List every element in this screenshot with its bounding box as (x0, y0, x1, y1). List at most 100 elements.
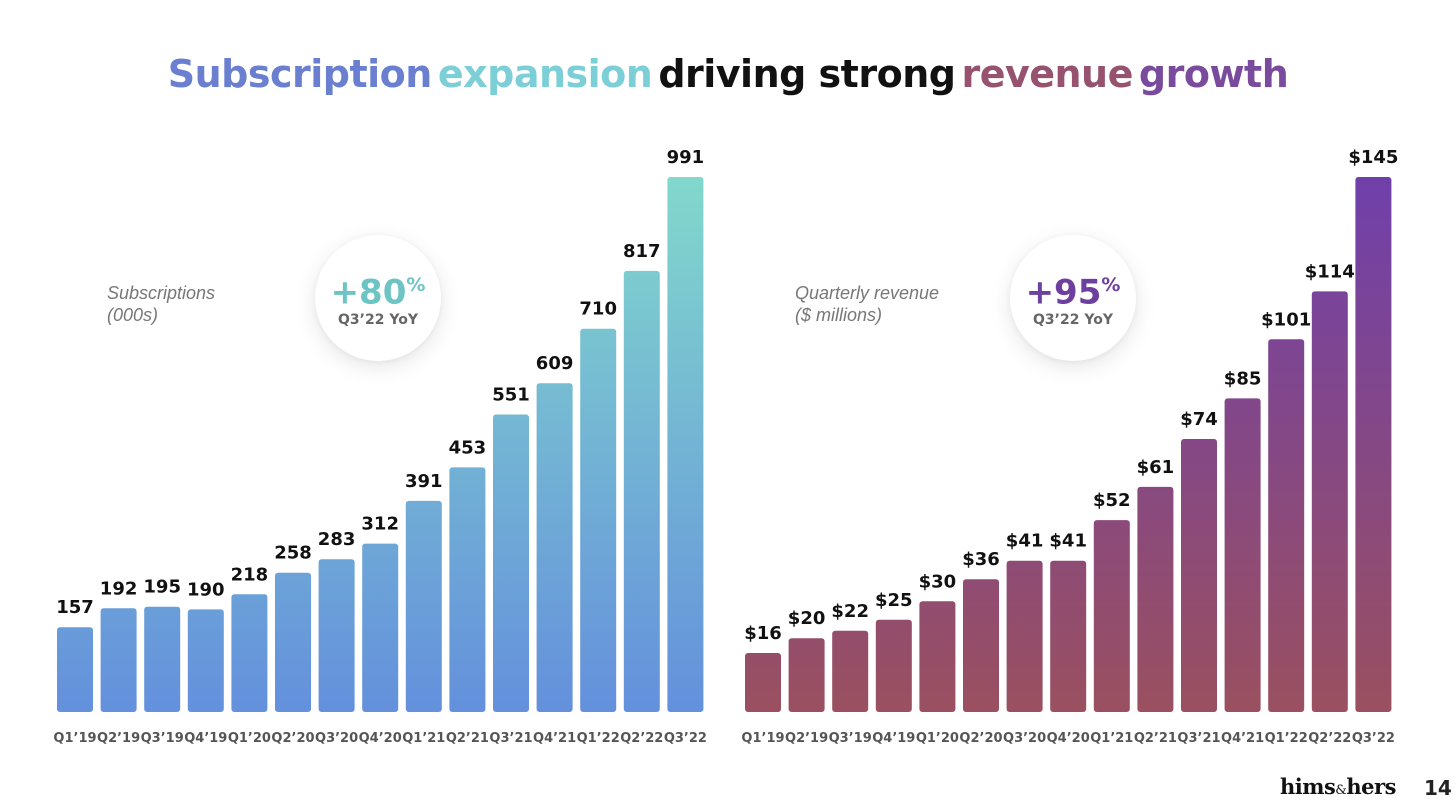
rev-value-label: $25 (875, 590, 913, 611)
subs-value-label: 391 (405, 471, 443, 492)
rev-value-label: $145 (1348, 147, 1398, 168)
rev-bar (1137, 486, 1174, 712)
logo-hims: hims (1280, 774, 1336, 799)
rev-category-label: Q1’21 (1090, 731, 1133, 746)
subs-bar (623, 270, 660, 712)
subs-bar (667, 177, 704, 712)
subs-value-label: 453 (449, 437, 487, 458)
rev-category-label: Q1’19 (741, 731, 784, 746)
rev-category-label: Q4’20 (1047, 731, 1090, 746)
revenue-axis-label: Quarterly revenue ($ millions) (795, 282, 939, 326)
subs-category-label: Q4’21 (533, 731, 576, 746)
rev-bar (1224, 398, 1261, 712)
subs-value-label: 258 (274, 543, 312, 564)
rev-value-label: $20 (788, 608, 826, 629)
subscriptions-growth-percent: % (406, 274, 426, 296)
logo-ampersand: & (1335, 783, 1347, 798)
rev-value-label: $36 (962, 549, 1000, 570)
revenue-growth-value: +95% (1010, 267, 1136, 310)
subs-category-label: Q1’19 (53, 731, 96, 746)
rev-category-label: Q3’21 (1177, 731, 1220, 746)
rev-bar (832, 630, 869, 712)
rev-value-label: $41 (1049, 531, 1087, 552)
subs-bar (100, 608, 137, 712)
revenue-growth-period: Q3’22 YoY (1033, 312, 1113, 329)
rev-value-label: $41 (1006, 531, 1044, 552)
subs-category-label: Q4’20 (359, 731, 402, 746)
rev-value-label: $22 (831, 601, 869, 622)
subscriptions-growth-number: +80 (330, 272, 407, 313)
subs-value-label: 817 (623, 241, 661, 262)
subs-category-label: Q2’19 (97, 731, 140, 746)
rev-value-label: $114 (1305, 261, 1355, 282)
rev-value-label: $16 (744, 623, 782, 644)
rev-value-label: $101 (1261, 309, 1311, 330)
subs-value-label: 192 (100, 578, 138, 599)
rev-category-label: Q2’19 (785, 731, 828, 746)
subs-bar (405, 500, 442, 712)
subs-category-label: Q1’20 (228, 731, 271, 746)
subs-category-label: Q3’22 (664, 731, 707, 746)
subscriptions-growth-badge: +80% Q3’22 YoY (315, 235, 441, 361)
subs-bar-chart: 157 Q1’19 192 Q2’19 195 Q3’19 190 Q4’19 218 Q1’20… (53, 147, 707, 746)
subs-category-label: Q4’19 (184, 731, 227, 746)
title-word-expansion: expansion (437, 52, 653, 96)
rev-bar (1181, 439, 1217, 712)
subs-bar (187, 609, 224, 712)
subs-value-label: 312 (361, 514, 399, 535)
subs-value-label: 551 (492, 385, 530, 406)
subs-bar (231, 594, 268, 712)
rev-bar (919, 601, 956, 712)
rev-category-label: Q4’21 (1221, 731, 1264, 746)
rev-bar-chart: $16 Q1’19 $20 Q2’19 $22 Q3’19 $25 Q4’19 $30 Q1’20… (741, 147, 1398, 746)
rev-category-label: Q2’22 (1308, 731, 1351, 746)
rev-category-label: Q1’20 (916, 731, 959, 746)
title-word-subscription: Subscription (167, 52, 433, 96)
logo-hers: hers (1346, 774, 1396, 799)
subs-category-label: Q2’21 (446, 731, 489, 746)
revenue-growth-number: +95 (1025, 272, 1102, 313)
rev-bar (788, 638, 825, 712)
hims-hers-logo: hims&hers (1280, 774, 1396, 799)
subs-value-label: 283 (318, 529, 356, 550)
rev-category-label: Q4’19 (872, 731, 915, 746)
rev-bar (1355, 177, 1392, 712)
subs-category-label: Q1’22 (577, 731, 620, 746)
rev-value-label: $30 (919, 571, 957, 592)
subs-value-label: 218 (231, 564, 269, 585)
subs-value-label: 609 (536, 353, 574, 374)
rev-bar (1050, 560, 1087, 712)
rev-bar (1093, 520, 1130, 712)
subs-bar (493, 414, 529, 712)
subscriptions-axis-label: Subscriptions (000s) (107, 282, 215, 326)
rev-category-label: Q3’20 (1003, 731, 1046, 746)
subs-category-label: Q3’21 (489, 731, 532, 746)
subs-value-label: 157 (56, 597, 94, 618)
title-word-revenue: revenue (961, 52, 1133, 96)
rev-bar (1006, 560, 1043, 712)
subs-bar (57, 627, 93, 712)
subs-category-label: Q2’20 (271, 731, 314, 746)
rev-category-label: Q2’21 (1134, 731, 1177, 746)
rev-value-label: $61 (1137, 457, 1175, 478)
title-word-growth: growth (1138, 52, 1289, 96)
subscriptions-growth-value: +80% (315, 267, 441, 310)
subscriptions-growth-period: Q3’22 YoY (338, 312, 418, 329)
rev-value-label: $74 (1180, 409, 1218, 430)
rev-category-label: Q1’22 (1265, 731, 1308, 746)
rev-bar (875, 619, 912, 712)
rev-category-label: Q3’22 (1352, 731, 1395, 746)
rev-bar (963, 579, 999, 712)
slide-title: Subscription expansion driving strong reven… (0, 52, 1456, 96)
rev-category-label: Q3’19 (829, 731, 872, 746)
subscriptions-label-line2: (000s) (107, 305, 159, 325)
rev-bar (1311, 291, 1348, 712)
revenue-growth-percent: % (1101, 274, 1121, 296)
revenue-label-line2: ($ millions) (795, 305, 883, 325)
rev-category-label: Q2’20 (959, 731, 1002, 746)
page-number: 14 (1424, 776, 1452, 800)
subs-value-label: 991 (667, 147, 705, 168)
subs-bar (449, 467, 486, 712)
rev-value-label: $85 (1224, 368, 1262, 389)
